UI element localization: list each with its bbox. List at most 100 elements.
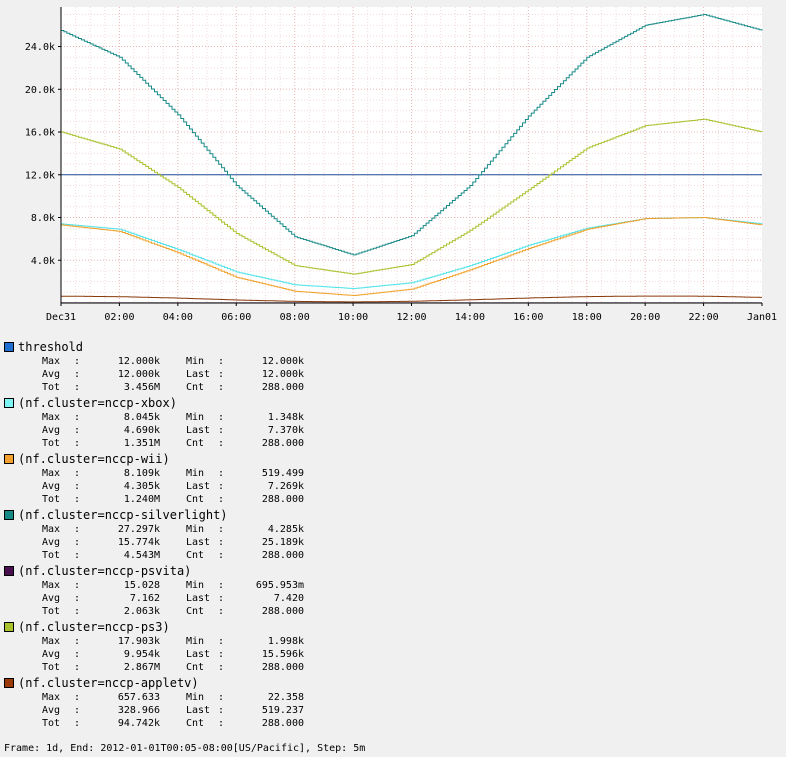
legend-stats: Max: 8.045k Min: 1.348k Avg: 4.690k Last: 7.370… bbox=[42, 411, 784, 450]
series-line-3 bbox=[61, 14, 763, 256]
legend-entry: (nf.cluster=nccp-wii) Max: 8.109k Min: 519.4… bbox=[4, 451, 784, 507]
legend-entry: threshold Max: 12.000k Min: 12.000k Avg: 12.00… bbox=[4, 339, 784, 395]
stat-sep: : bbox=[218, 356, 225, 367]
stat-sep: : bbox=[218, 425, 225, 436]
stat-key: Tot bbox=[42, 606, 61, 617]
stat-sep: : bbox=[74, 580, 81, 591]
stats-row: Tot: 1.240M Cnt: 288.000 bbox=[42, 493, 784, 506]
stat-key: Last bbox=[186, 425, 211, 436]
stats-row: Max: 27.297k Min: 4.285k bbox=[42, 523, 784, 536]
stat-tot-value: 2.867M bbox=[123, 662, 160, 673]
legend-label: (nf.cluster=nccp-silverlight) bbox=[18, 508, 228, 522]
y-tick-label: 24.0k bbox=[25, 42, 55, 53]
legend-entry-header: (nf.cluster=nccp-xbox) bbox=[4, 395, 784, 411]
stat-sep: : bbox=[74, 438, 81, 449]
stat-key: Min bbox=[186, 468, 205, 479]
stat-sep: : bbox=[218, 636, 225, 647]
stat-sep: : bbox=[74, 524, 81, 535]
stat-min-value: 1.998k bbox=[267, 636, 304, 647]
stats-row: Avg: 7.162 Last: 7.420 bbox=[42, 592, 784, 605]
stat-sep: : bbox=[74, 481, 81, 492]
legend-stats: Max: 657.633 Min: 22.358 Avg: 328.966 Last: 519… bbox=[42, 691, 784, 730]
stat-tot-value: 4.543M bbox=[123, 550, 160, 561]
y-tick-label: 16.0k bbox=[25, 128, 55, 139]
stats-row: Avg: 328.966 Last: 519.237 bbox=[42, 704, 784, 717]
stat-sep: : bbox=[218, 593, 225, 604]
stat-key: Cnt bbox=[186, 494, 205, 505]
legend-stats: Max: 27.297k Min: 4.285k Avg: 15.774k Last: 25.… bbox=[42, 523, 784, 562]
stats-row: Avg: 9.954k Last: 15.596k bbox=[42, 648, 784, 661]
stat-sep: : bbox=[218, 692, 225, 703]
legend-entry: (nf.cluster=nccp-silverlight) Max: 27.297k… bbox=[4, 507, 784, 563]
stat-sep: : bbox=[74, 550, 81, 561]
stat-key: Avg bbox=[42, 369, 61, 380]
legend-color-swatch bbox=[4, 454, 14, 464]
stat-key: Min bbox=[186, 692, 205, 703]
stat-key: Tot bbox=[42, 494, 61, 505]
stat-max-value: 12.000k bbox=[117, 356, 160, 367]
x-tick-label: 16:00 bbox=[513, 312, 543, 323]
stat-avg-value: 9.954k bbox=[123, 649, 160, 660]
stats-row: Max: 8.109k Min: 519.499 bbox=[42, 467, 784, 480]
stat-cnt-value: 288.000 bbox=[261, 382, 304, 393]
stat-last-value: 12.000k bbox=[261, 369, 304, 380]
stats-row: Tot: 3.456M Cnt: 288.000 bbox=[42, 381, 784, 394]
stat-sep: : bbox=[218, 550, 225, 561]
stats-row: Tot: 2.063k Cnt: 288.000 bbox=[42, 605, 784, 618]
legend-color-swatch bbox=[4, 510, 14, 520]
stat-sep: : bbox=[74, 537, 81, 548]
stats-row: Tot: 1.351M Cnt: 288.000 bbox=[42, 437, 784, 450]
stat-sep: : bbox=[218, 718, 225, 729]
stat-last-value: 7.370k bbox=[267, 425, 304, 436]
stat-cnt-value: 288.000 bbox=[261, 718, 304, 729]
legend-label: (nf.cluster=nccp-ps3) bbox=[18, 620, 170, 634]
stat-avg-value: 15.774k bbox=[117, 537, 160, 548]
legend-label: (nf.cluster=nccp-appletv) bbox=[18, 676, 199, 690]
x-tick-label: Dec31 bbox=[46, 312, 76, 323]
stat-sep: : bbox=[218, 438, 225, 449]
footer-frame-info: Frame: 1d, End: 2012-01-01T00:05-08:00[U… bbox=[4, 743, 366, 754]
stat-sep: : bbox=[74, 356, 81, 367]
stat-cnt-value: 288.000 bbox=[261, 438, 304, 449]
stat-last-value: 519.237 bbox=[261, 705, 304, 716]
legend-entry: (nf.cluster=nccp-ps3) Max: 17.903k Min: 1.99… bbox=[4, 619, 784, 675]
stat-sep: : bbox=[74, 636, 81, 647]
legend-color-swatch bbox=[4, 566, 14, 576]
stat-sep: : bbox=[218, 382, 225, 393]
stat-key: Cnt bbox=[186, 550, 205, 561]
legend-entry-header: (nf.cluster=nccp-ps3) bbox=[4, 619, 784, 635]
stats-row: Tot: 2.867M Cnt: 288.000 bbox=[42, 661, 784, 674]
legend: threshold Max: 12.000k Min: 12.000k Avg: 12.00… bbox=[4, 339, 784, 731]
legend-stats: Max: 17.903k Min: 1.998k Avg: 9.954k Last: 15.5… bbox=[42, 635, 784, 674]
legend-label: (nf.cluster=nccp-psvita) bbox=[18, 564, 192, 578]
stat-sep: : bbox=[74, 593, 81, 604]
x-tick-label: 22:00 bbox=[689, 312, 719, 323]
legend-entry-header: (nf.cluster=nccp-appletv) bbox=[4, 675, 784, 691]
stat-key: Tot bbox=[42, 550, 61, 561]
stat-min-value: 22.358 bbox=[267, 692, 304, 703]
line-chart: 4.0k 8.0k 12.0k 16.0k 20.0k 24.0k Dec31 02:00 0… bbox=[25, 7, 777, 323]
stats-row: Tot: 94.742k Cnt: 288.000 bbox=[42, 717, 784, 730]
stat-sep: : bbox=[74, 692, 81, 703]
legend-stats: Max: 15.028 Min: 695.953m Avg: 7.162 Last: 7.42… bbox=[42, 579, 784, 618]
legend-label: (nf.cluster=nccp-wii) bbox=[18, 452, 170, 466]
stat-key: Min bbox=[186, 580, 205, 591]
stat-sep: : bbox=[218, 494, 225, 505]
stat-sep: : bbox=[218, 705, 225, 716]
stat-min-value: 12.000k bbox=[261, 356, 304, 367]
stat-key: Cnt bbox=[186, 438, 205, 449]
stat-sep: : bbox=[74, 425, 81, 436]
stat-sep: : bbox=[74, 705, 81, 716]
x-tick-label: 14:00 bbox=[455, 312, 485, 323]
stat-key: Last bbox=[186, 649, 211, 660]
legend-stats: Max: 8.109k Min: 519.499 Avg: 4.305k Last: 7.26… bbox=[42, 467, 784, 506]
stat-sep: : bbox=[218, 537, 225, 548]
stat-key: Tot bbox=[42, 662, 61, 673]
stat-sep: : bbox=[74, 606, 81, 617]
stat-key: Avg bbox=[42, 481, 61, 492]
stat-sep: : bbox=[74, 412, 81, 423]
stat-avg-value: 4.690k bbox=[123, 425, 160, 436]
stat-key: Max bbox=[42, 356, 61, 367]
y-tick-label: 20.0k bbox=[25, 85, 55, 96]
stat-last-value: 7.420 bbox=[273, 593, 304, 604]
